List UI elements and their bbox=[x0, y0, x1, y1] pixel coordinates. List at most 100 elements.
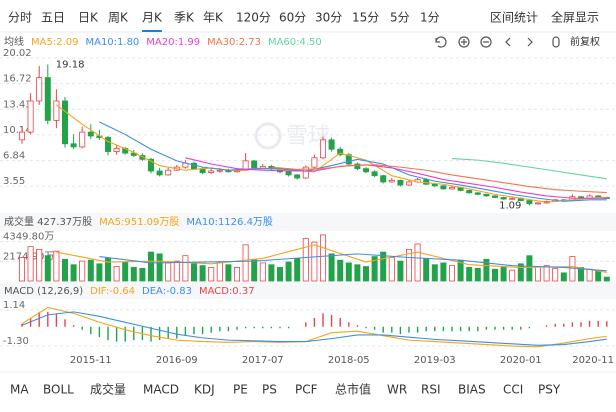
volume-bar bbox=[251, 258, 258, 282]
candle-body bbox=[285, 171, 292, 176]
volume-bar bbox=[225, 264, 232, 282]
candle-body bbox=[36, 77, 43, 102]
volume-bar bbox=[328, 253, 335, 282]
next-icon[interactable] bbox=[527, 37, 533, 47]
header-link[interactable]: 全屏显示 bbox=[551, 10, 599, 25]
x-tick-label: 2020-11 bbox=[572, 355, 614, 366]
volume-bar bbox=[70, 264, 77, 282]
candle-body bbox=[431, 183, 438, 187]
indicator-tab[interactable]: BOLL bbox=[43, 383, 74, 397]
x-tick-label: 2015-11 bbox=[70, 355, 112, 366]
volume-bar bbox=[156, 253, 163, 282]
volume-bar bbox=[190, 263, 197, 282]
header-link[interactable]: 区间统计 bbox=[490, 11, 538, 25]
period-tab[interactable]: 分时 bbox=[8, 11, 32, 25]
volume-bar bbox=[79, 260, 86, 282]
volume-bar bbox=[276, 267, 283, 282]
volume-bar bbox=[500, 267, 507, 282]
indicator-tab[interactable]: CCI bbox=[503, 383, 523, 397]
candle-body bbox=[491, 195, 498, 198]
zoom-out-icon[interactable] bbox=[480, 36, 492, 48]
candle-body bbox=[208, 170, 215, 173]
volume-bar bbox=[345, 262, 352, 282]
candle-body bbox=[405, 181, 412, 186]
volume-bar bbox=[397, 260, 404, 282]
zoom-in-icon[interactable] bbox=[458, 36, 470, 48]
legend-entry: DIF:-0.64 bbox=[90, 286, 135, 297]
candle-body bbox=[70, 143, 77, 148]
period-tab[interactable]: 5分 bbox=[390, 11, 410, 25]
x-tick-label: 2016-09 bbox=[156, 355, 198, 366]
y-tick-label: 3.55 bbox=[3, 176, 25, 187]
volume-bar bbox=[552, 267, 559, 282]
legend-entry: MA5:951.09万股 bbox=[99, 216, 179, 228]
adjust-select[interactable]: 前复权 bbox=[570, 35, 600, 48]
volume-bar bbox=[319, 234, 326, 282]
volume-bar bbox=[354, 264, 361, 282]
volume-bar bbox=[199, 265, 206, 282]
indicator-tab[interactable]: WR bbox=[387, 383, 407, 397]
indicator-line bbox=[451, 158, 607, 180]
indicator-tab[interactable]: PE bbox=[233, 383, 248, 397]
candle-body bbox=[156, 170, 163, 176]
volume-bar bbox=[405, 248, 412, 282]
indicator-line bbox=[56, 244, 607, 273]
volume-bar bbox=[388, 257, 395, 282]
period-tab[interactable]: 年K bbox=[203, 11, 224, 25]
y-tick-label: 4349.80万 bbox=[3, 232, 54, 243]
x-tick-label: 2018-05 bbox=[328, 355, 370, 366]
y-tick-label: -1.30 bbox=[3, 336, 29, 347]
candle-body bbox=[251, 160, 258, 169]
volume-bar bbox=[285, 261, 292, 282]
indicator-tab[interactable]: BIAS bbox=[458, 383, 486, 397]
candle-body bbox=[535, 202, 542, 205]
period-tab[interactable]: 月K bbox=[142, 11, 163, 25]
indicator-tab[interactable]: PSY bbox=[538, 383, 561, 397]
candle-body bbox=[466, 190, 473, 194]
period-tab[interactable]: 60分 bbox=[279, 11, 306, 25]
candle-body bbox=[216, 169, 223, 172]
volume-bar bbox=[362, 266, 369, 282]
candle-body bbox=[423, 179, 430, 185]
candle-body bbox=[79, 131, 86, 148]
candle-body bbox=[311, 157, 318, 168]
period-tab[interactable]: 日K bbox=[78, 11, 99, 25]
indicator-tab[interactable]: RSI bbox=[421, 383, 441, 397]
indicator-tab[interactable]: 总市值 bbox=[335, 382, 371, 397]
period-tab[interactable]: 五日 bbox=[41, 11, 65, 25]
prev-icon[interactable] bbox=[505, 37, 511, 47]
period-tab[interactable]: 1分 bbox=[420, 11, 440, 25]
period-tab[interactable]: 季K bbox=[174, 11, 195, 25]
indicator-tab[interactable]: PCF bbox=[295, 383, 318, 397]
candle-body bbox=[139, 155, 146, 160]
volume-bar bbox=[474, 267, 481, 282]
y-tick-label: 13.43 bbox=[3, 99, 32, 110]
indicator-tab[interactable]: KDJ bbox=[194, 383, 215, 397]
candle-body bbox=[87, 131, 94, 137]
volume-bar bbox=[62, 258, 69, 282]
volume-bar bbox=[36, 248, 43, 282]
candle-body bbox=[328, 139, 335, 150]
volume-bar bbox=[380, 251, 387, 282]
period-tab[interactable]: 30分 bbox=[315, 11, 342, 25]
candle-body bbox=[354, 163, 361, 170]
draw-icon[interactable] bbox=[552, 36, 560, 48]
toolbar bbox=[435, 36, 560, 48]
volume-bar bbox=[139, 267, 146, 282]
indicator-tab[interactable]: MA bbox=[10, 383, 29, 397]
volume-bar bbox=[440, 262, 447, 282]
volume-bar bbox=[165, 262, 172, 282]
indicator-line bbox=[56, 104, 607, 203]
candle-body bbox=[302, 166, 309, 179]
period-tab[interactable]: 15分 bbox=[352, 11, 379, 25]
period-tab[interactable]: 120分 bbox=[236, 11, 271, 25]
indicator-tab[interactable]: 成交量 bbox=[90, 382, 126, 397]
period-tab[interactable]: 周K bbox=[108, 11, 129, 25]
indicator-tab[interactable]: PS bbox=[262, 383, 277, 397]
reset-icon[interactable] bbox=[435, 36, 447, 48]
indicator-line bbox=[99, 121, 607, 202]
candle-body bbox=[294, 174, 301, 179]
indicator-tab[interactable]: MACD bbox=[143, 383, 179, 397]
volume-bar bbox=[578, 267, 585, 282]
